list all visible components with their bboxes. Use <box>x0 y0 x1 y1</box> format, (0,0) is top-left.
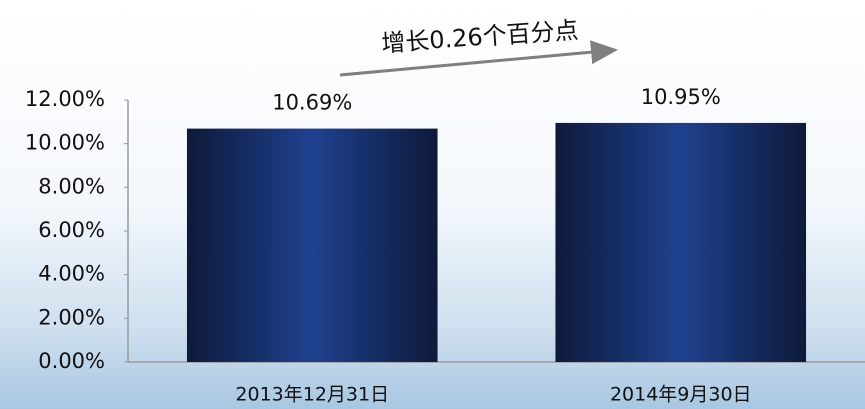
x-tick-label: 2014年9月30日 <box>610 384 752 406</box>
value-label: 10.95% <box>641 85 721 109</box>
y-tick-label: 12.00% <box>25 87 105 111</box>
bar <box>186 128 438 362</box>
value-label: 10.69% <box>272 91 352 115</box>
y-tick-label: 8.00% <box>38 174 105 198</box>
y-tick-label: 10.00% <box>25 131 105 155</box>
y-tick-label: 2.00% <box>38 305 105 329</box>
x-tick-label: 2013年12月31日 <box>235 384 389 406</box>
y-tick-label: 6.00% <box>38 218 105 242</box>
y-tick-label: 4.00% <box>38 262 105 286</box>
bar <box>555 122 807 362</box>
y-tick-label: 0.00% <box>38 349 105 373</box>
annotation-arrow <box>339 40 618 77</box>
